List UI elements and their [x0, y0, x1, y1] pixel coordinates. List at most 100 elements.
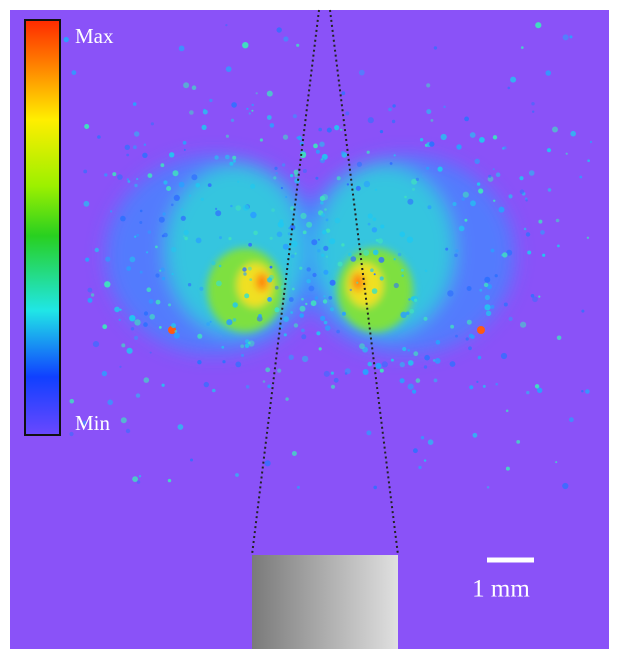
droplet	[264, 460, 271, 467]
droplet	[562, 482, 569, 490]
droplet	[240, 344, 245, 349]
droplet	[413, 351, 419, 357]
droplet	[317, 238, 320, 241]
droplet	[399, 361, 405, 368]
droplet	[118, 318, 121, 321]
droplet	[323, 370, 330, 377]
droplet	[248, 242, 253, 247]
droplet	[540, 230, 545, 235]
droplet	[125, 428, 131, 434]
droplet	[318, 347, 322, 351]
droplet	[324, 208, 327, 211]
droplet	[283, 333, 287, 337]
droplet	[501, 147, 505, 150]
droplet	[482, 384, 486, 388]
droplet	[379, 368, 384, 373]
droplet	[216, 280, 222, 287]
droplet	[587, 159, 590, 162]
droplet	[290, 254, 295, 258]
droplet	[233, 159, 236, 163]
droplet	[495, 172, 501, 177]
droplet	[120, 417, 127, 424]
droplet	[167, 478, 172, 483]
droplet	[407, 198, 414, 205]
droplet	[228, 237, 232, 241]
droplet	[333, 377, 339, 383]
droplet	[244, 343, 250, 348]
droplet	[158, 326, 162, 329]
droplet	[454, 253, 458, 258]
droplet	[346, 183, 350, 186]
droplet	[274, 307, 280, 313]
droplet	[136, 233, 140, 237]
droplet	[356, 281, 359, 284]
droplet	[466, 319, 472, 325]
droplet	[121, 343, 126, 348]
droplet	[344, 372, 348, 375]
droplet	[138, 475, 142, 478]
droplet	[209, 98, 213, 103]
droplet	[180, 215, 186, 221]
droplet	[393, 154, 396, 157]
droplet	[201, 124, 207, 130]
droplet	[291, 240, 298, 247]
droplet	[334, 125, 340, 131]
droplet	[90, 293, 95, 297]
droplet	[404, 195, 407, 199]
droplet	[221, 345, 225, 349]
background	[10, 10, 609, 649]
droplet	[435, 339, 441, 345]
droplet	[69, 431, 74, 437]
droplet	[408, 298, 411, 301]
droplet	[163, 180, 168, 185]
droplet	[336, 176, 341, 181]
droplet	[267, 384, 271, 389]
droplet	[243, 272, 247, 276]
droplet	[134, 319, 141, 326]
droplet	[532, 296, 538, 303]
droplet	[146, 287, 152, 293]
droplet	[315, 176, 319, 180]
droplet	[329, 307, 335, 312]
droplet	[183, 148, 186, 151]
droplet	[69, 398, 75, 404]
droplet	[519, 189, 525, 195]
droplet	[134, 131, 140, 137]
droplet	[63, 36, 69, 43]
droplet	[502, 252, 508, 258]
droplet	[323, 245, 329, 251]
droplet	[427, 205, 432, 210]
droplet	[324, 325, 331, 331]
droplet	[427, 439, 434, 446]
droplet	[528, 170, 535, 176]
droplet	[423, 459, 427, 462]
droplet	[493, 199, 496, 202]
droplet	[449, 361, 456, 367]
droplet	[225, 24, 228, 27]
droplet	[171, 246, 177, 253]
droplet	[516, 440, 521, 444]
droplet	[200, 197, 204, 201]
droplet	[225, 66, 232, 72]
droplet	[136, 177, 139, 181]
droplet	[456, 144, 462, 150]
droplet	[290, 206, 295, 211]
droplet	[325, 255, 329, 258]
droplet	[312, 272, 317, 278]
droplet	[184, 236, 188, 241]
droplet	[143, 143, 147, 146]
nozzle	[252, 555, 398, 649]
droplet	[373, 485, 378, 490]
droplet	[323, 320, 328, 325]
droplet	[283, 36, 289, 42]
droplet	[161, 383, 165, 387]
droplet	[532, 110, 535, 113]
droplet	[483, 282, 489, 288]
droplet	[325, 228, 331, 233]
droplet	[320, 315, 326, 321]
droplet	[579, 175, 583, 179]
droplet	[470, 334, 475, 339]
droplet	[330, 384, 336, 389]
droplet	[362, 369, 369, 375]
droplet	[155, 273, 160, 278]
